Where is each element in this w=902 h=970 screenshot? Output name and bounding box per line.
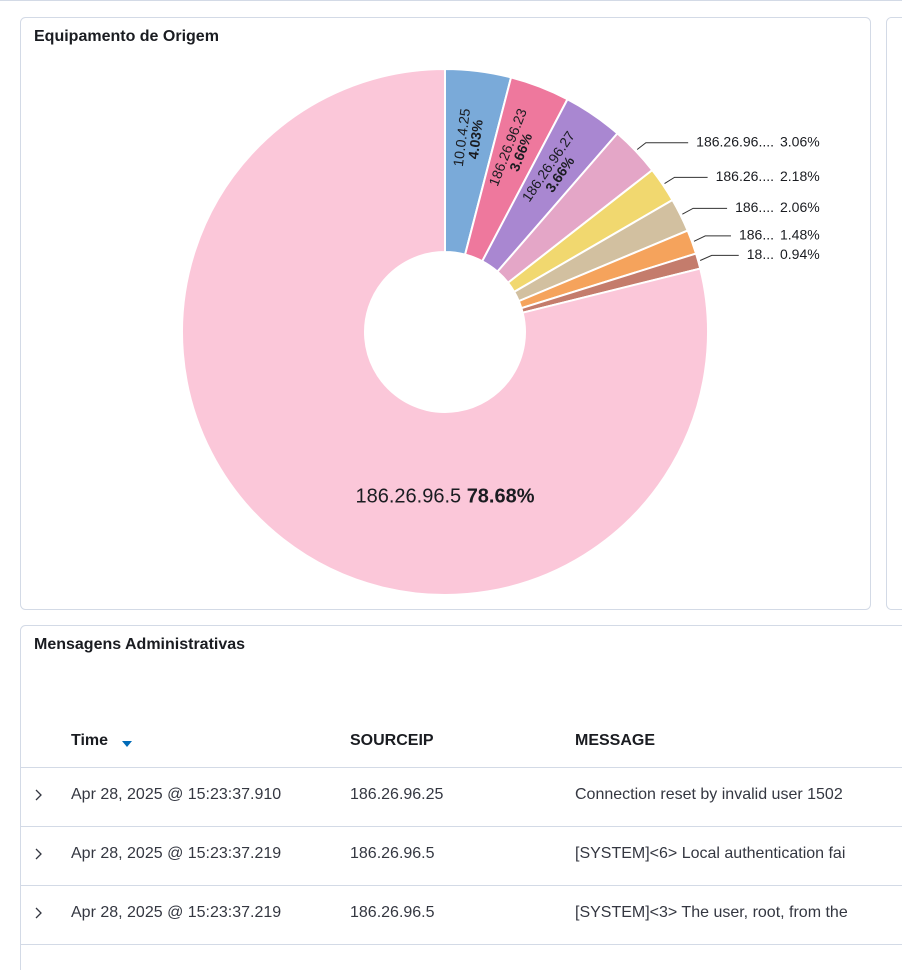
panel <box>20 625 902 970</box>
slice-value: 1.48% <box>780 227 820 243</box>
expand-icon[interactable] <box>35 848 42 860</box>
slice-name: 186.26.96.... <box>696 133 774 149</box>
panel <box>886 17 902 610</box>
table-cell: Connection reset by invalid user 1502 <box>575 786 843 803</box>
slice-name: 10.0.4.25 <box>450 107 473 167</box>
slice-value: 0.94% <box>780 246 820 262</box>
table-cell: Apr 28, 2025 @ 15:23:37.219 <box>71 904 281 921</box>
column-header[interactable]: SOURCEIP <box>350 732 434 749</box>
sort-icon <box>122 741 132 747</box>
slice-value: 2.06% <box>780 199 820 215</box>
expand-icon[interactable] <box>35 907 42 919</box>
panel-title: Mensagens Administrativas <box>34 636 245 653</box>
leader-line <box>693 235 731 242</box>
slice-label: 186.26.96.5 78.68% <box>355 486 534 508</box>
expand-icon[interactable] <box>35 789 42 801</box>
table-cell: Apr 28, 2025 @ 15:23:37.219 <box>71 845 281 862</box>
slice-name: 186.26.... <box>716 168 774 184</box>
table-cell: [SYSTEM]<6> Local authentication fai <box>575 845 845 862</box>
slice-value: 4.03% <box>465 118 486 160</box>
slice-label: 10.0.4.254.03% <box>450 107 486 167</box>
slice-name: 186.26.96.5 <box>355 486 461 508</box>
table: Time SOURCEIP MESSAGE Apr 28, 2025 @ 15:23:… <box>20 732 902 945</box>
slice-value: 78.68% <box>467 486 535 508</box>
leader-line <box>682 207 728 215</box>
slice-value: 3.06% <box>780 133 820 149</box>
table-cell: [SYSTEM]<3> The user, root, from the <box>575 904 848 921</box>
table-cell: Apr 28, 2025 @ 15:23:37.910 <box>71 786 281 803</box>
table-cell: 186.26.96.5 <box>350 904 435 921</box>
column-header[interactable]: MESSAGE <box>575 732 655 749</box>
panel-title: Equipamento de Origem <box>34 28 219 45</box>
table-cell: 186.26.96.5 <box>350 845 435 862</box>
leader-line <box>664 176 708 185</box>
leader-line <box>699 254 739 261</box>
table-cell: 186.26.96.25 <box>350 786 444 803</box>
column-header[interactable]: Time <box>71 732 108 749</box>
leader-line <box>636 142 689 150</box>
donut-chart: 10.0.4.254.03% 186.26.96.233.66%186.26.96… <box>181 67 820 596</box>
slice-name: 186.... <box>735 199 774 215</box>
slice-name: 186... <box>739 227 774 243</box>
slice-value: 2.18% <box>780 168 820 184</box>
slice[interactable] <box>181 67 709 596</box>
slice-name: 18... <box>747 246 774 262</box>
